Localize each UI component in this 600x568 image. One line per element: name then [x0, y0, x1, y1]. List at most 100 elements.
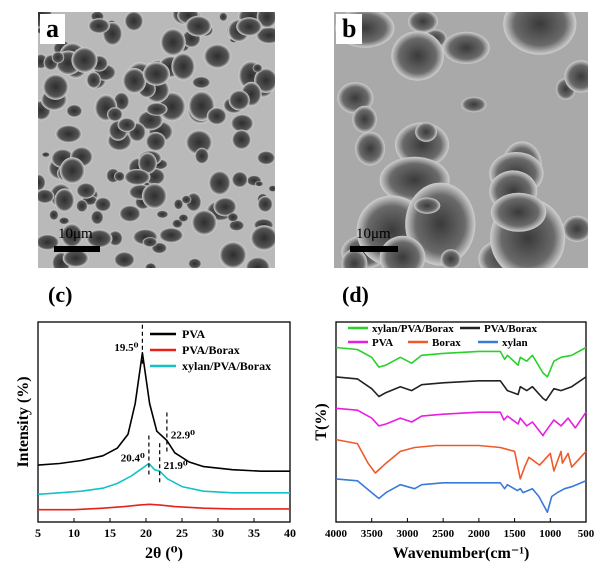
- legend-label: xylan/PVA/Borax: [182, 359, 271, 373]
- x-tick-label: 1000: [539, 528, 562, 540]
- sem-pore: [158, 227, 184, 243]
- sem-pore: [145, 132, 166, 152]
- sem-pore: [213, 197, 237, 217]
- x-tick-label: 3500: [361, 528, 384, 540]
- legend-label: PVA/Borax: [484, 323, 537, 335]
- series-line-xylan-pva-borax: [37, 462, 290, 496]
- sem-pore: [113, 251, 135, 268]
- scale-label-b: 10μm: [356, 226, 391, 242]
- sem-pore: [227, 212, 239, 222]
- sem-pore: [191, 209, 218, 236]
- sem-pore: [379, 235, 426, 268]
- x-axis-label: 2θ (⁰): [145, 545, 183, 562]
- x-tick-label: 25: [176, 526, 188, 540]
- sem-pore: [408, 12, 438, 33]
- sem-pore: [59, 157, 86, 184]
- sem-pore: [119, 205, 141, 223]
- x-tick-label: 2000: [468, 528, 491, 540]
- sem-pore: [138, 152, 157, 174]
- sem-pore: [236, 17, 263, 37]
- x-tick-label: 15: [104, 526, 116, 540]
- legend-label: Borax: [432, 337, 461, 349]
- sem-pore: [194, 147, 209, 165]
- x-tick-label: 5: [35, 526, 41, 540]
- sem-pore: [145, 262, 157, 268]
- sem-pore: [173, 198, 184, 210]
- sem-pore: [58, 217, 70, 225]
- sem-pore: [107, 107, 123, 122]
- sem-pore: [123, 169, 151, 186]
- sem-pore: [206, 107, 227, 125]
- sem-pore: [252, 63, 263, 73]
- sem-pore: [107, 230, 123, 247]
- sem-pore: [228, 90, 250, 111]
- scale-label-a: 10μm: [58, 226, 93, 242]
- panel-letter-a: a: [40, 14, 65, 44]
- sem-pore: [255, 181, 264, 187]
- sem-image-a: a 10μm: [38, 12, 275, 268]
- sem-pore: [355, 131, 386, 166]
- sem-pore: [503, 12, 577, 55]
- panel-letter-d: (d): [342, 282, 369, 307]
- sem-pore: [564, 60, 588, 93]
- sem-pore: [66, 104, 83, 118]
- series-line-borax: [335, 438, 587, 480]
- sem-pore: [414, 197, 441, 214]
- sem-pore: [145, 102, 168, 116]
- sem-pore: [415, 122, 438, 142]
- sem-pore: [86, 71, 101, 89]
- sem-pore: [86, 229, 113, 248]
- sem-pore: [352, 105, 377, 133]
- x-tick-label: 500: [578, 528, 595, 540]
- sem-pore: [55, 124, 83, 143]
- sem-pore: [141, 183, 168, 209]
- legend-label: xylan/PVA/Borax: [372, 323, 454, 335]
- plot-frame: [37, 321, 291, 523]
- sem-pore: [268, 185, 275, 192]
- sem-pore: [178, 214, 189, 222]
- sem-pore: [203, 43, 232, 69]
- sem-pore: [185, 15, 212, 37]
- xrd-chart: 5 10 15 20 25 30 35 40 2θ (⁰) Intensity (%) PVA PVA…: [15, 321, 296, 562]
- x-tick-label: 4000: [325, 528, 348, 540]
- sem-pore: [90, 210, 104, 225]
- x-tick-label: 2500: [432, 528, 455, 540]
- y-axis-label: Intensity (%): [15, 376, 32, 467]
- sem-pore: [142, 237, 158, 248]
- sem-pore: [341, 248, 368, 268]
- sem-pore: [490, 192, 547, 232]
- sem-pore: [54, 188, 75, 212]
- peak-label: 20.4⁰: [121, 453, 145, 465]
- x-tick-label: 1500: [504, 528, 527, 540]
- sem-pore: [172, 219, 183, 229]
- legend-label: PVA/Borax: [182, 343, 240, 357]
- sem-texture-a: [38, 12, 275, 268]
- x-axis-label: Wavenumber(cm⁻¹): [393, 545, 530, 562]
- sem-pore: [440, 249, 462, 268]
- sem-texture-b: [334, 12, 588, 268]
- sem-pore: [88, 18, 110, 34]
- sem-pore: [185, 129, 213, 155]
- sem-pore: [219, 12, 228, 22]
- legend-label: PVA: [182, 327, 205, 341]
- sem-pore: [42, 73, 69, 100]
- sem-pore: [562, 215, 588, 242]
- legend-label: xylan: [502, 337, 528, 349]
- panel-letter-c: (c): [48, 282, 73, 307]
- sem-pore: [160, 28, 186, 57]
- sem-pore: [461, 96, 487, 113]
- panel-letter-b: b: [336, 14, 363, 44]
- sem-pore: [114, 171, 125, 182]
- sem-pore: [391, 31, 444, 81]
- series-line-pva-borax: [38, 503, 290, 511]
- sem-pore: [156, 210, 169, 219]
- sem-pore: [231, 129, 252, 150]
- sem-pore: [113, 92, 130, 111]
- sem-pore: [62, 249, 89, 268]
- x-tick-label: 35: [248, 526, 260, 540]
- sem-pore: [94, 197, 112, 212]
- series-line-pva: [335, 407, 587, 437]
- sem-pore: [257, 196, 273, 213]
- sem-pore: [228, 220, 245, 231]
- sem-pore: [51, 51, 65, 64]
